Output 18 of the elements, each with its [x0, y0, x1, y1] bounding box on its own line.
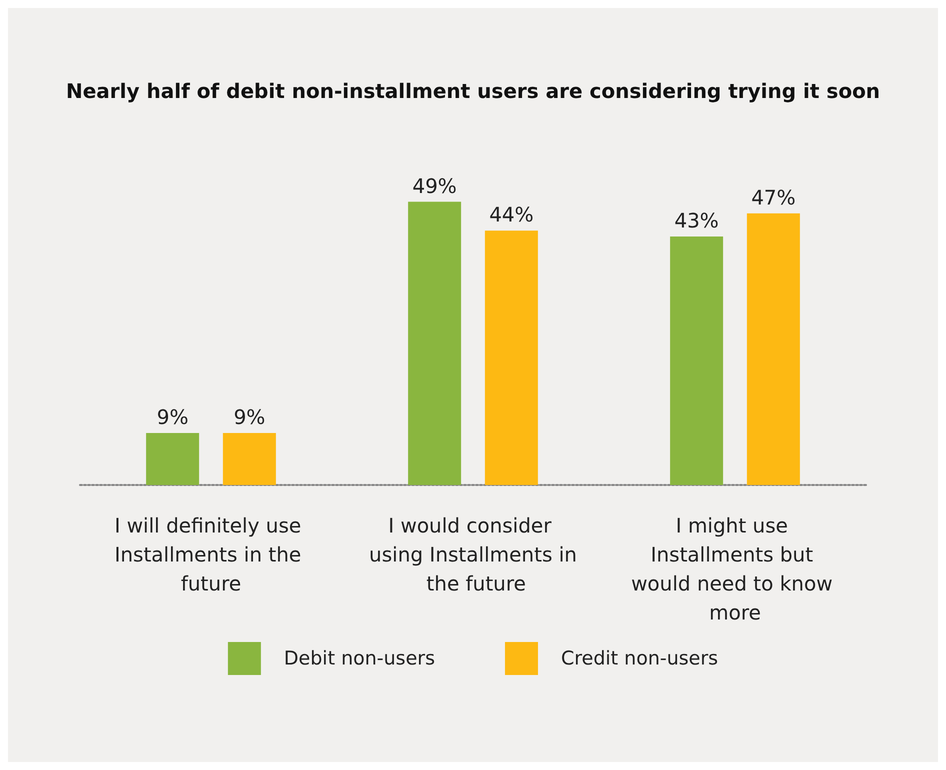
data-label: 9%	[156, 404, 188, 429]
bar	[222, 432, 276, 485]
data-label: 49%	[412, 174, 457, 198]
bar	[408, 202, 462, 485]
bar	[146, 432, 200, 485]
x-tick-label: I will definitely use Installments in the future	[114, 514, 308, 596]
legend-label: Debit non-users	[284, 648, 435, 670]
data-label: 44%	[489, 202, 534, 227]
data-label: 9%	[234, 404, 266, 429]
x-tick-label: I would consider using Installments in the future	[369, 514, 577, 596]
x-tick-label: I might use Installments but would need to know more	[631, 514, 839, 624]
data-label: 47%	[751, 185, 796, 210]
bar	[670, 236, 724, 485]
legend-label: Credit non-users	[560, 648, 718, 670]
chart-title: Nearly half of debit non-installment users are considering trying it soon	[66, 79, 880, 103]
bar	[484, 230, 538, 485]
data-label: 43%	[674, 208, 719, 232]
bar	[746, 213, 800, 485]
